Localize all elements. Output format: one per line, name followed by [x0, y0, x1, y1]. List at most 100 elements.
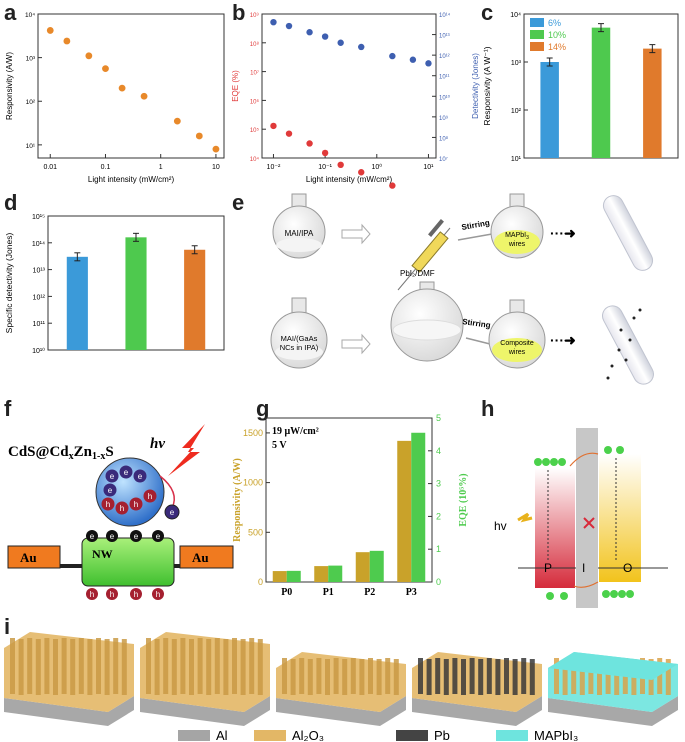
electron-dot-label: e: [124, 468, 129, 477]
chart-d-ytick-label: 10¹²: [33, 294, 46, 301]
chart-b-eqe-point: [306, 140, 313, 147]
chart-g-ylabel-right: EQE (10⁵%): [458, 473, 469, 526]
nanopillar: [350, 658, 356, 694]
nanopillar: [307, 659, 313, 695]
nanopillar: [163, 638, 169, 694]
nw-electron-label: e: [156, 532, 161, 541]
hole-carrier: [560, 592, 568, 600]
nanopillar: [282, 658, 287, 694]
al-substrate: [140, 696, 270, 726]
nw-hole-label: h: [156, 590, 160, 599]
hole-dot: [101, 497, 115, 511]
chart-b-detectivity-point: [270, 18, 277, 26]
chart-a-point: [102, 65, 109, 73]
label-au-left: Au: [20, 550, 37, 565]
chart-b-xlabel: Light intensity (mW/cm²): [306, 175, 393, 184]
nanopillar: [495, 659, 501, 695]
nw-electron: [152, 530, 164, 542]
nw-carriers: e e e e h h h h: [86, 530, 164, 600]
label-au-right: Au: [192, 550, 209, 565]
label-composite-2: wires: [508, 349, 526, 356]
chart-g-ytick-left-label: 1500: [243, 428, 263, 438]
hole-dot-label: h: [134, 500, 138, 509]
nw-electron: [106, 530, 118, 542]
nw-hole-label: h: [110, 590, 114, 599]
nanopillar: [78, 638, 84, 694]
title-cds-cdznS: CdS@CdxZn1-xS: [8, 444, 114, 462]
nanopillar: [189, 639, 194, 695]
chart-g-responsivity-eqe: 0 500 1000 1500 0 1 2 3 4 5 P0 P1 P2 P3 19 μW/cm² 5 V Re…: [232, 413, 469, 598]
chart-b-ytick-left-label: 10⁷: [250, 70, 259, 77]
chart-g-ytick-left-label: 1000: [243, 478, 263, 488]
chart-b-ytick-right-label: 10⁸: [439, 135, 449, 142]
nw-hole-label: h: [90, 590, 94, 599]
electron-transfer-label: e: [170, 508, 175, 517]
flask-center: [390, 281, 464, 362]
chart-c-bar: [540, 62, 559, 158]
legend-swatch-2: [396, 730, 428, 741]
chart-b-xtick-label: 10⁻¹: [318, 164, 332, 171]
chart-a-xlabel: Light intensity (mW/cm²): [88, 175, 175, 184]
hole-dot-label: h: [106, 500, 110, 509]
chart-b-ytick-right-label: 10⁹: [439, 115, 449, 122]
hole-dot-label: h: [120, 504, 124, 513]
nanopillar: [171, 639, 177, 695]
label-mapbi3-wires: MAPbI3: [505, 232, 529, 241]
flask-mapbi3-wires: [490, 193, 544, 259]
panel-label-h: h: [481, 396, 495, 421]
chart-g-ytick-right-label: 0: [436, 577, 441, 587]
chart-c-responsivity-bars: 10¹ 10² 10³ 10⁴ Responsivity (A W⁻¹) 6% 10% 14%: [482, 12, 679, 163]
electron-dot: [133, 469, 147, 483]
chart-g-plot-frame: [265, 417, 433, 583]
mapbi3-capping: [548, 652, 678, 680]
nanopillar: [504, 658, 509, 694]
light-icon: [517, 512, 533, 523]
label-pbi2-dmf: PbI₂/DMF: [400, 269, 435, 278]
chart-a-xtick-label: 10: [212, 164, 220, 171]
nanopillar: [35, 639, 41, 695]
chart-b-detectivity-point: [409, 56, 417, 63]
nanopillar: [443, 659, 449, 695]
nanopillar: [385, 658, 391, 694]
nw-electron: [130, 530, 142, 542]
chart-g-eqe-bar: [328, 565, 343, 582]
hole-dot-label: h: [148, 492, 152, 501]
arrow-right-icon: [341, 223, 371, 245]
chart-d-ytick-label: 10¹⁰: [32, 347, 45, 355]
hole-dot: [143, 489, 157, 503]
nanopillar: [521, 658, 527, 694]
nw-hole-label: h: [134, 590, 138, 599]
label-i: I: [582, 561, 585, 575]
nw-hole: [152, 588, 164, 600]
nanopillar: [342, 659, 348, 695]
label-p: P: [544, 561, 552, 575]
electron-carrier: [616, 446, 624, 454]
hole-dot: [129, 497, 143, 511]
chart-g-responsivity-bar: [272, 571, 287, 582]
legend-label-0: Al: [216, 728, 228, 742]
stirring-arrow-1: [457, 233, 493, 241]
nanopillar: [180, 638, 186, 694]
chart-g-eqe-bar: [411, 432, 426, 582]
chart-b-ytick-right-label: 10¹³: [439, 34, 450, 40]
legend-label-3: MAPbI₃: [534, 728, 578, 742]
nanopillar: [44, 638, 50, 694]
chart-d-ytick-label: 10¹³: [33, 268, 46, 275]
electron-dot-label: e: [108, 486, 113, 495]
lightning-icon: [168, 424, 205, 476]
chart-g-ytick-left-label: 500: [248, 527, 263, 537]
nanopillar: [571, 658, 577, 694]
nw-electron: [86, 530, 98, 542]
legend-swatch-0: [178, 730, 210, 741]
electron-dot: [105, 469, 119, 483]
chart-b-ytick-left-label: 10⁹: [250, 12, 260, 19]
panel-h-band-diagram: P I O hv: [494, 428, 668, 608]
chart-a-ylabel: Responsivity (A/W): [5, 52, 14, 120]
panel-label-g: g: [256, 396, 270, 421]
chart-a-point: [118, 84, 126, 92]
nanopillar: [393, 659, 399, 695]
chart-a-xtick-label: 0.1: [101, 164, 111, 171]
nanopillar: [435, 658, 441, 694]
nanopillar: [469, 658, 475, 694]
chart-c-legend-swatch: [530, 18, 544, 27]
